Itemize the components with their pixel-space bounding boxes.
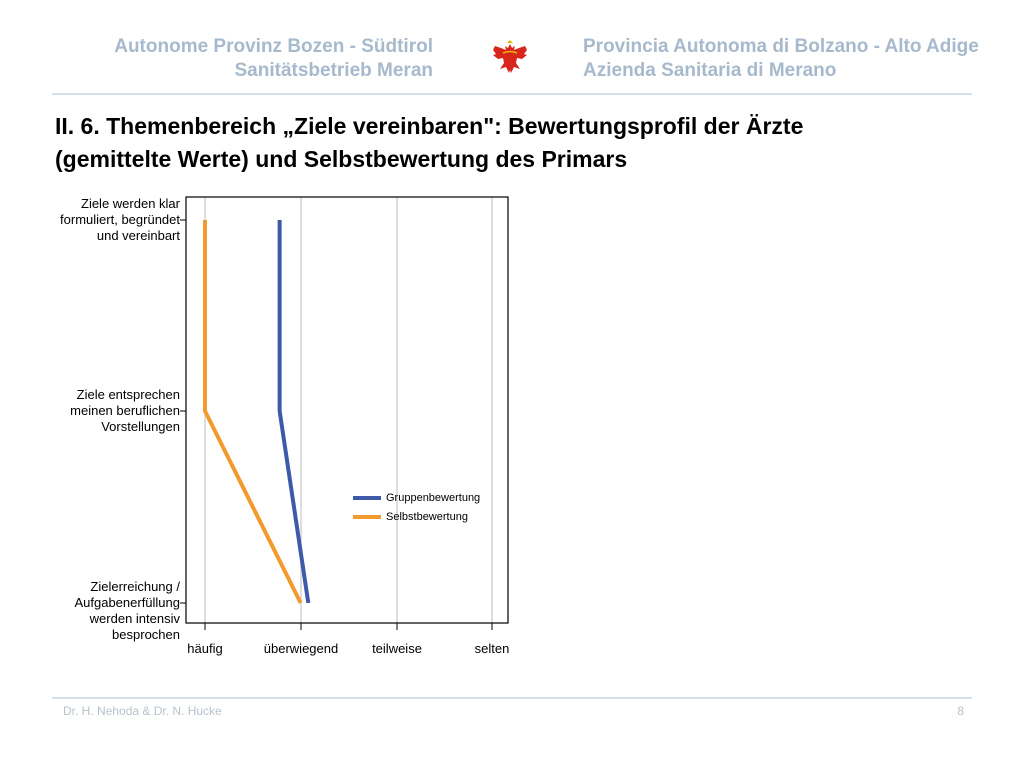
y-tick-label-line: und vereinbart xyxy=(96,228,180,243)
y-tick-label: Zielerreichung / Aufgabenerfüllung werden … xyxy=(20,579,180,643)
slide-title-line1: II. 6. Themenbereich „Ziele vereinbaren"… xyxy=(55,113,804,139)
y-tick-label: Ziele werden klar formuliert, begründet un… xyxy=(20,196,180,244)
y-tick-label-line: Ziele entsprechen xyxy=(76,387,180,402)
legend-label: Gruppenbewertung xyxy=(386,492,481,504)
y-tick-label-line: meinen beruflichen xyxy=(70,403,180,418)
header-left: Autonome Provinz Bozen - Südtirol Sanitä… xyxy=(60,35,433,83)
plot-frame xyxy=(185,196,509,624)
y-tick-label-line: werden intensiv xyxy=(89,611,180,626)
legend-item: Selbstbewertung xyxy=(353,511,468,523)
slide-title-line2: (gemittelte Werte) und Selbstbewertung d… xyxy=(55,146,628,172)
header-left-line1: Autonome Provinz Bozen - Südtirol xyxy=(114,36,433,57)
footer-divider xyxy=(52,697,972,699)
x-tick-label: teilweise xyxy=(372,641,422,656)
y-tick-label-line: formuliert, begründet xyxy=(60,212,180,227)
legend-item: Gruppenbewertung xyxy=(353,492,480,504)
legend-swatch xyxy=(353,515,381,520)
series-line-gruppenbewertung xyxy=(277,220,311,604)
y-tick-label: Ziele entsprechen meinen beruflichen Vorst… xyxy=(20,387,180,435)
x-tick-label: selten xyxy=(474,641,510,656)
header-right-line2: Azienda Sanitaria di Merano xyxy=(583,60,837,81)
page-number: 8 xyxy=(957,704,964,718)
slide-title: II. 6. Themenbereich „Ziele vereinbaren"… xyxy=(55,110,995,176)
legend-swatch xyxy=(353,496,381,501)
y-tick-label-line: Ziele werden klar xyxy=(81,196,180,211)
legend-label: Selbstbewertung xyxy=(386,511,468,523)
y-tick-label-line: besprochen xyxy=(112,627,180,642)
x-tick-label: häufig xyxy=(187,641,223,656)
y-tick-label-line: Aufgabenerfüllung xyxy=(74,595,180,610)
y-tick-label-line: Vorstellungen xyxy=(101,419,180,434)
tyrolean-eagle-icon xyxy=(493,40,527,73)
header-divider xyxy=(52,93,972,95)
header-right: Provincia Autonoma di Bolzano - Alto Adi… xyxy=(583,35,1013,83)
footer-authors: Dr. H. Nehoda & Dr. N. Hucke xyxy=(63,704,222,718)
y-tick-label-line: Zielerreichung / xyxy=(90,579,180,594)
series-line-selbstbewertung xyxy=(203,220,303,604)
header-left-line2: Sanitätsbetrieb Meran xyxy=(234,60,434,81)
header-right-line1: Provincia Autonoma di Bolzano - Alto Adi… xyxy=(583,36,979,57)
x-tick-label: überwiegend xyxy=(263,641,339,656)
